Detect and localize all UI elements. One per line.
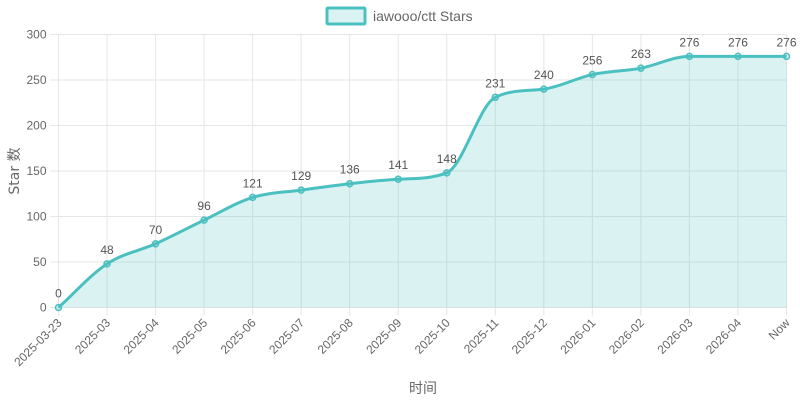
data-point — [491, 93, 500, 102]
data-point — [394, 175, 402, 183]
data-label: 276 — [776, 35, 796, 49]
data-point — [782, 52, 791, 61]
legend-swatch — [325, 6, 367, 26]
series-line — [57, 54, 787, 309]
data-point — [200, 216, 208, 224]
x-tick-label: 2025-12 — [509, 315, 550, 356]
y-tick-label: 200 — [26, 119, 46, 133]
x-tick-label: 2026-01 — [557, 315, 598, 356]
data-label: 276 — [679, 35, 699, 49]
series-area — [58, 56, 787, 308]
x-tick-label: 2026-02 — [606, 315, 647, 356]
data-point — [588, 70, 597, 79]
data-point — [54, 303, 63, 312]
data-point — [345, 179, 354, 188]
x-tick-label: 2025-05 — [169, 315, 210, 356]
data-label: 141 — [388, 158, 408, 172]
data-points — [54, 52, 791, 312]
y-axis-ticks: 0 50 100 150 200 250 300 — [26, 28, 46, 315]
x-tick-label: 2025-10 — [412, 315, 453, 356]
y-tick-label: 50 — [33, 255, 47, 269]
x-axis-title: 时间 — [409, 381, 437, 397]
data-label: 231 — [485, 76, 505, 90]
y-axis-title: Star 数 — [7, 147, 23, 194]
data-label: 0 — [55, 287, 62, 301]
data-point — [103, 260, 111, 268]
data-point — [297, 186, 305, 194]
x-tick-label: 2025-06 — [218, 315, 259, 356]
data-point — [734, 52, 742, 61]
data-label: 121 — [243, 176, 263, 190]
legend[interactable]: iawooo/ctt Stars — [325, 6, 473, 26]
data-label: 96 — [197, 199, 211, 213]
x-tick-label: Now — [766, 315, 793, 342]
x-tick-label: 2025-11 — [461, 315, 502, 356]
data-point — [248, 193, 257, 202]
data-point — [637, 64, 645, 72]
x-tick-label: 2025-08 — [315, 315, 356, 356]
data-label: 129 — [291, 169, 311, 183]
y-tick-label: 0 — [40, 301, 47, 315]
data-point — [151, 240, 160, 248]
data-label: 240 — [534, 68, 554, 82]
y-tick-label: 100 — [26, 210, 46, 224]
data-point — [685, 52, 694, 61]
y-tick-label: 250 — [26, 73, 46, 87]
x-tick-label: 2025-03-23 — [11, 315, 65, 369]
data-label: 148 — [437, 152, 457, 166]
y-tick-label: 150 — [26, 164, 46, 178]
data-point — [443, 169, 451, 177]
grid — [50, 34, 787, 316]
y-tick-label: 300 — [26, 28, 46, 42]
data-label: 276 — [728, 35, 748, 49]
data-point — [540, 85, 548, 93]
data-label: 48 — [100, 243, 114, 257]
x-axis-ticks: 2025-03-23 2025-03 2025-04 2025-05 2025-06 20… — [11, 315, 793, 369]
x-tick-label: 2025-04 — [121, 315, 162, 356]
legend-label: iawooo/ctt Stars — [373, 8, 473, 24]
data-label: 256 — [582, 54, 602, 68]
data-label: 70 — [149, 223, 163, 237]
x-tick-label: 2025-09 — [363, 315, 404, 356]
x-tick-label: 2025-07 — [266, 315, 307, 356]
data-labels: 0 48 70 96 121 129 136 141 148 231 240 256 263 276 276… — [55, 35, 797, 300]
data-label: 263 — [631, 47, 651, 61]
x-tick-label: 2026-03 — [655, 315, 696, 356]
x-tick-label: 2026-04 — [703, 315, 744, 356]
x-tick-label: 2025-03 — [72, 315, 113, 356]
data-label: 136 — [340, 163, 360, 177]
